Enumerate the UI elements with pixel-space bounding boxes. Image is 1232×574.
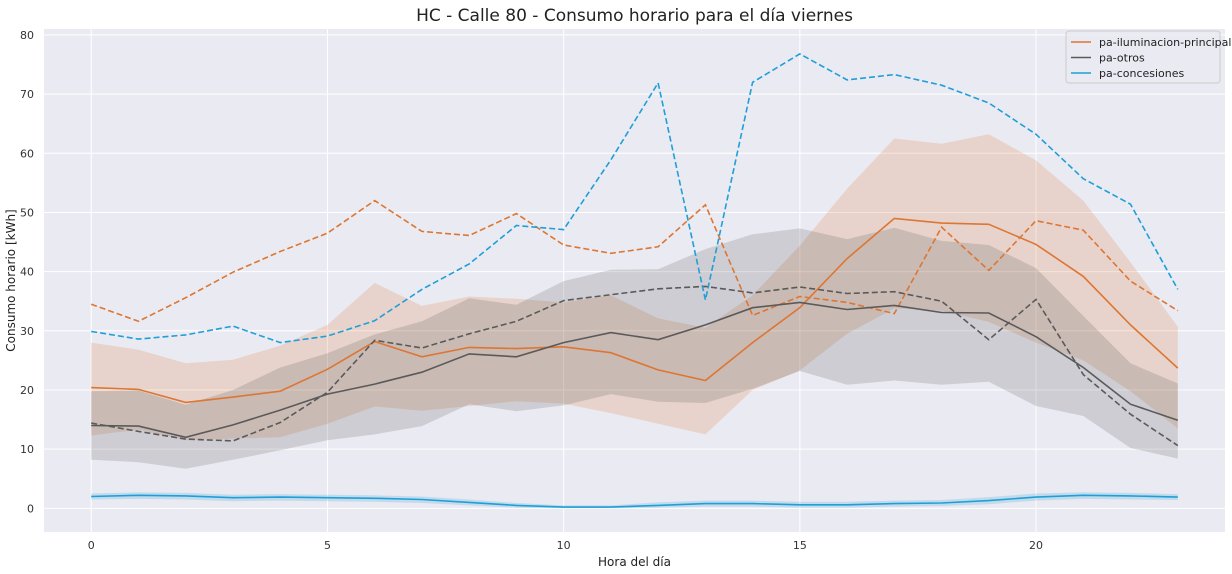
plot-background	[44, 29, 1225, 532]
confidence-band	[91, 227, 1178, 469]
confidence-band	[91, 492, 1178, 509]
max-line	[90, 199, 1179, 323]
series-lines	[90, 52, 1179, 508]
x-tick-labels: 0 5 10 15 20	[88, 539, 1043, 552]
x-tick-label: 5	[324, 539, 331, 552]
mean-line	[91, 217, 1179, 404]
legend-frame	[1065, 30, 1221, 84]
mean-line	[91, 494, 1178, 508]
confidence-bands	[91, 134, 1178, 509]
max-line	[91, 285, 1179, 447]
y-tick-label: 50	[20, 206, 34, 219]
y-tick-label: 0	[27, 502, 34, 515]
x-tick-label: 0	[88, 539, 95, 552]
x-tick-label: 20	[1029, 539, 1043, 552]
legend-label: pa-iluminacion-principal	[1099, 36, 1231, 49]
grid	[44, 29, 1225, 532]
y-tick-label: 10	[20, 443, 34, 456]
legend-label: pa-otros	[1099, 52, 1145, 65]
confidence-band	[91, 134, 1178, 441]
x-tick-label: 10	[557, 539, 571, 552]
x-tick-label: 15	[793, 539, 807, 552]
chart-title: HC - Calle 80 - Consumo horario para el …	[416, 6, 853, 26]
x-axis-label: Hora del día	[598, 555, 671, 569]
y-tick-label: 70	[20, 88, 34, 101]
max-line	[91, 52, 1179, 344]
y-tick-labels: 0 10 20 30 40 50 60 70 80	[20, 29, 34, 515]
y-tick-label: 80	[20, 29, 34, 42]
legend: pa-iluminacion-principal pa-otros pa-conce…	[1065, 30, 1231, 84]
mean-line	[91, 301, 1179, 439]
y-tick-label: 20	[20, 384, 34, 397]
y-tick-label: 40	[20, 266, 34, 279]
y-tick-label: 60	[20, 147, 34, 160]
legend-label: pa-concesiones	[1099, 67, 1185, 80]
y-axis-label: Consumo horario [kWh]	[4, 209, 18, 351]
y-tick-label: 30	[20, 325, 34, 338]
